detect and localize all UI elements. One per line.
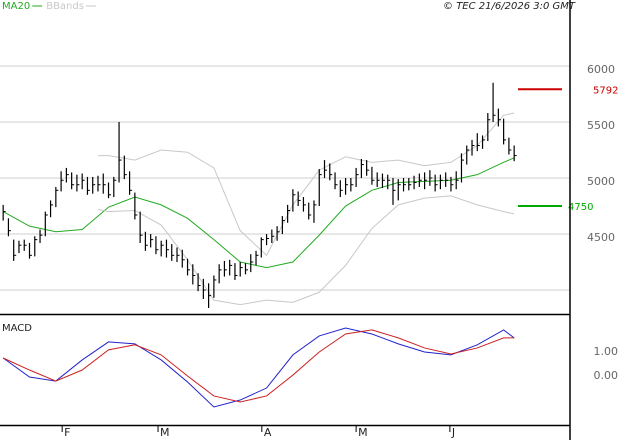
x-tick-label: A <box>264 426 272 439</box>
x-tick-label: M <box>358 426 368 439</box>
legend-label: MA20 <box>2 1 30 12</box>
y-tick-label: 5000 <box>587 175 615 188</box>
price-marker-label: 4750 <box>568 202 593 213</box>
y-tick-label: 1.00 <box>594 345 619 358</box>
source: © TEC 21/6/2026 3:0 GMT <box>443 1 576 12</box>
x-tick-label: F <box>64 426 70 439</box>
x-tick-label: M <box>160 426 170 439</box>
macd-line <box>2 329 515 403</box>
x-tick-label: J <box>451 426 455 439</box>
panel-title: MACD <box>2 323 32 334</box>
price-marker-label: 5792 <box>593 85 618 96</box>
y-tick-label: 6000 <box>587 63 615 76</box>
y-tick-label: 4500 <box>587 231 615 244</box>
indicator-line <box>97 112 515 257</box>
legend-label: BBands <box>46 1 84 12</box>
macd-line <box>2 327 515 408</box>
y-tick-label: 5500 <box>587 119 615 132</box>
indicator-line <box>97 195 515 306</box>
y-tick-label: 0.00 <box>594 369 619 382</box>
